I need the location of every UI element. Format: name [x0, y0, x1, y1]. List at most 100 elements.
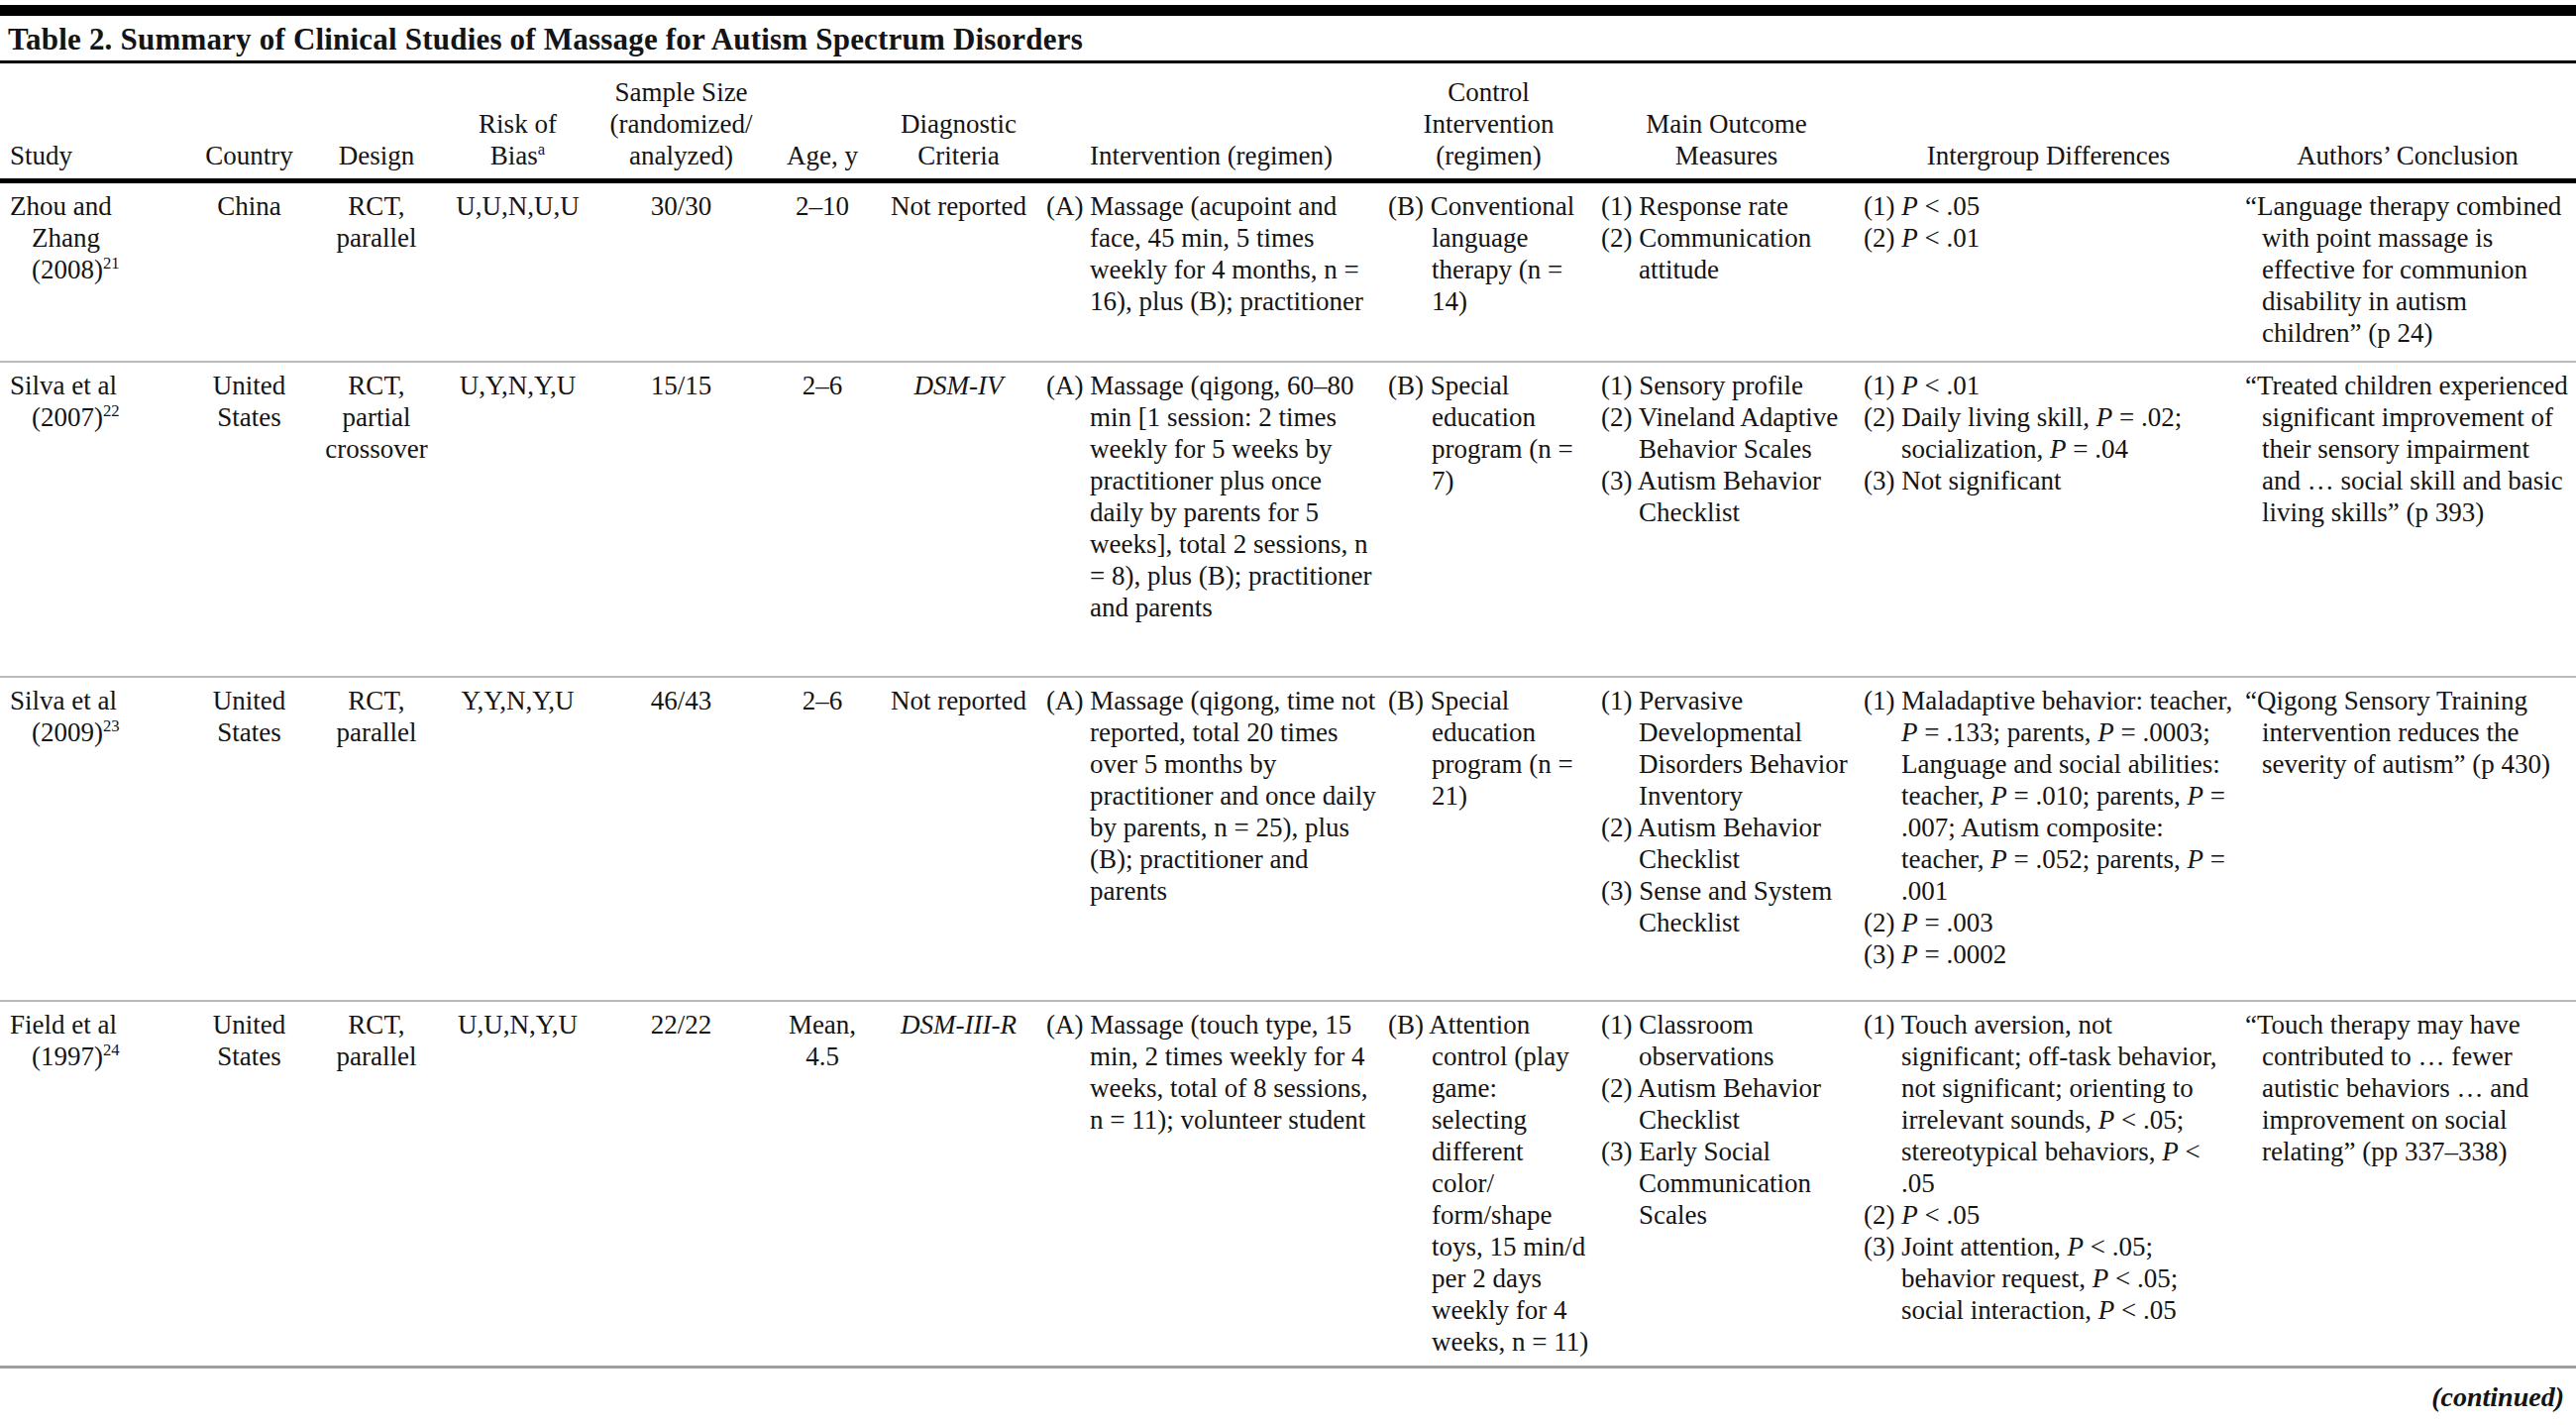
list-item: (1) P < .05 [1864, 190, 2233, 222]
study-cell: Silva et al(2009)23 [0, 677, 186, 1001]
list-item: (2) Daily living skill, P = .02; sociali… [1864, 401, 2233, 465]
list-item: (1) Maladaptive behavior: teacher, P = .… [1864, 685, 2233, 907]
control-text: (B) Special education program (n = 7) [1388, 370, 1589, 496]
risk-of-bias-cell: Y,Y,N,Y,U [441, 677, 594, 1001]
list-item: (1) Response rate [1601, 190, 1852, 222]
age-cell: Mean,4.5 [768, 1001, 877, 1368]
study-cell: Silva et al(2007)22 [0, 362, 186, 677]
design-cell: RCT,partialcrossover [312, 362, 441, 677]
control-text: (B) Conventional language therapy (n = 1… [1388, 190, 1589, 317]
col-header-control-intervention: ControlIntervention(regimen) [1382, 63, 1595, 180]
sample-size-cell: 15/15 [594, 362, 768, 677]
conclusion-cell: “Language therapy combined with point ma… [2239, 180, 2576, 362]
table-header: Study Country Design Risk ofBiasa Sample… [0, 63, 2576, 180]
col-header-age: Age, y [768, 63, 877, 180]
list-item: (1) Touch aversion, not significant; off… [1864, 1009, 2233, 1199]
list-item: (1) Classroom observations [1601, 1009, 1852, 1072]
col-header-diagnostic-criteria: DiagnosticCriteria [877, 63, 1040, 180]
age-cell: 2–10 [768, 180, 877, 362]
differences-cell: (1) Maladaptive behavior: teacher, P = .… [1858, 677, 2239, 1001]
table-title: Table 2. Summary of Clinical Studies of … [8, 22, 2564, 57]
diagnostic-cell: Not reported [877, 677, 1040, 1001]
risk-of-bias-cell: U,Y,N,Y,U [441, 362, 594, 677]
conclusion-cell: “Qigong Sensory Training intervention re… [2239, 677, 2576, 1001]
list-item: (2) P < .05 [1864, 1199, 2233, 1231]
intervention-cell: (A) Massage (touch type, 15 min, 2 times… [1040, 1001, 1382, 1368]
table-row-field-1997: Field et al(1997)24 UnitedStates RCT,par… [0, 1001, 2576, 1368]
sample-size-cell: 46/43 [594, 677, 768, 1001]
design-cell: RCT,parallel [312, 677, 441, 1001]
outcomes-cell: (1) Classroom observations(2) Autism Beh… [1595, 1001, 1858, 1368]
conclusion-text: “Touch therapy may have contributed to …… [2245, 1009, 2570, 1167]
control-cell: (B) Attention control (play game: select… [1382, 1001, 1595, 1368]
continued-note: (continued) [2431, 1381, 2564, 1413]
list-item: (2) Autism Behavior Checklist [1601, 812, 1852, 875]
top-rule-bar [0, 5, 2576, 16]
col-header-country: Country [186, 63, 312, 180]
differences-cell: (1) Touch aversion, not significant; off… [1858, 1001, 2239, 1368]
list-item: (1) P < .01 [1864, 370, 2233, 401]
table-row-silva-2009: Silva et al(2009)23 UnitedStates RCT,par… [0, 677, 2576, 1001]
list-item: (1) Sensory profile [1601, 370, 1852, 401]
country-cell: UnitedStates [186, 362, 312, 677]
list-item: (2) P = .003 [1864, 907, 2233, 938]
sample-size-cell: 30/30 [594, 180, 768, 362]
risk-of-bias-cell: U,U,N,Y,U [441, 1001, 594, 1368]
conclusion-text: “Treated children experienced significan… [2245, 370, 2570, 528]
table-row-silva-2007: Silva et al(2007)22 UnitedStates RCT,par… [0, 362, 2576, 677]
age-cell: 2–6 [768, 677, 877, 1001]
clinical-studies-table: Study Country Design Risk ofBiasa Sample… [0, 63, 2576, 1369]
study-cell: Field et al(1997)24 [0, 1001, 186, 1368]
list-item: (3) Not significant [1864, 465, 2233, 496]
control-cell: (B) Special education program (n = 7) [1382, 362, 1595, 677]
outcomes-cell: (1) Response rate(2) Communication attit… [1595, 180, 1858, 362]
intervention-text: (A) Massage (acupoint and face, 45 min, … [1046, 190, 1376, 317]
sample-size-cell: 22/22 [594, 1001, 768, 1368]
differences-cell: (1) P < .01(2) Daily living skill, P = .… [1858, 362, 2239, 677]
control-text: (B) Special education program (n = 21) [1388, 685, 1589, 812]
list-item: (2) Vineland Adaptive Behavior Scales [1601, 401, 1852, 465]
differences-cell: (1) P < .05(2) P < .01 [1858, 180, 2239, 362]
outcomes-cell: (1) Pervasive Developmental Disorders Be… [1595, 677, 1858, 1001]
table-row-zhou-2008: Zhou andZhang(2008)21 China RCT,parallel… [0, 180, 2576, 362]
risk-of-bias-cell: U,U,N,U,U [441, 180, 594, 362]
col-header-intervention: Intervention (regimen) [1040, 63, 1382, 180]
country-cell: UnitedStates [186, 1001, 312, 1368]
design-cell: RCT,parallel [312, 180, 441, 362]
intervention-cell: (A) Massage (acupoint and face, 45 min, … [1040, 180, 1382, 362]
col-header-sample-size: Sample Size(randomized/analyzed) [594, 63, 768, 180]
control-cell: (B) Conventional language therapy (n = 1… [1382, 180, 1595, 362]
conclusion-text: “Qigong Sensory Training intervention re… [2245, 685, 2570, 780]
document-page: Table 2. Summary of Clinical Studies of … [0, 0, 2576, 1425]
col-header-design: Design [312, 63, 441, 180]
conclusion-cell: “Touch therapy may have contributed to …… [2239, 1001, 2576, 1368]
diagnostic-cell: DSM-III-R [877, 1001, 1040, 1368]
conclusion-cell: “Treated children experienced significan… [2239, 362, 2576, 677]
study-cell: Zhou andZhang(2008)21 [0, 180, 186, 362]
list-item: (3) Autism Behavior Checklist [1601, 465, 1852, 528]
diagnostic-cell: Not reported [877, 180, 1040, 362]
col-header-intergroup-differences: Intergroup Differences [1858, 63, 2239, 180]
list-item: (2) Autism Behavior Checklist [1601, 1072, 1852, 1136]
intervention-cell: (A) Massage (qigong, 60–80 min [1 sessio… [1040, 362, 1382, 677]
control-cell: (B) Special education program (n = 21) [1382, 677, 1595, 1001]
intervention-text: (A) Massage (touch type, 15 min, 2 times… [1046, 1009, 1376, 1136]
intervention-text: (A) Massage (qigong, 60–80 min [1 sessio… [1046, 370, 1376, 623]
list-item: (3) Joint attention, P < .05; behavior r… [1864, 1231, 2233, 1326]
country-cell: UnitedStates [186, 677, 312, 1001]
list-item: (3) Sense and System Checklist [1601, 875, 1852, 938]
col-header-study: Study [0, 63, 186, 180]
list-item: (1) Pervasive Developmental Disorders Be… [1601, 685, 1852, 812]
list-item: (2) P < .01 [1864, 222, 2233, 254]
table-body: Zhou andZhang(2008)21 China RCT,parallel… [0, 180, 2576, 1368]
diagnostic-cell: DSM-IV [877, 362, 1040, 677]
control-text: (B) Attention control (play game: select… [1388, 1009, 1589, 1358]
header-row: Study Country Design Risk ofBiasa Sample… [0, 63, 2576, 180]
outcomes-cell: (1) Sensory profile(2) Vineland Adaptive… [1595, 362, 1858, 677]
list-item: (3) P = .0002 [1864, 938, 2233, 970]
intervention-cell: (A) Massage (qigong, time not reported, … [1040, 677, 1382, 1001]
col-header-risk-of-bias: Risk ofBiasa [441, 63, 594, 180]
design-cell: RCT,parallel [312, 1001, 441, 1368]
list-item: (2) Communication attitude [1601, 222, 1852, 285]
col-header-main-outcomes: Main OutcomeMeasures [1595, 63, 1858, 180]
